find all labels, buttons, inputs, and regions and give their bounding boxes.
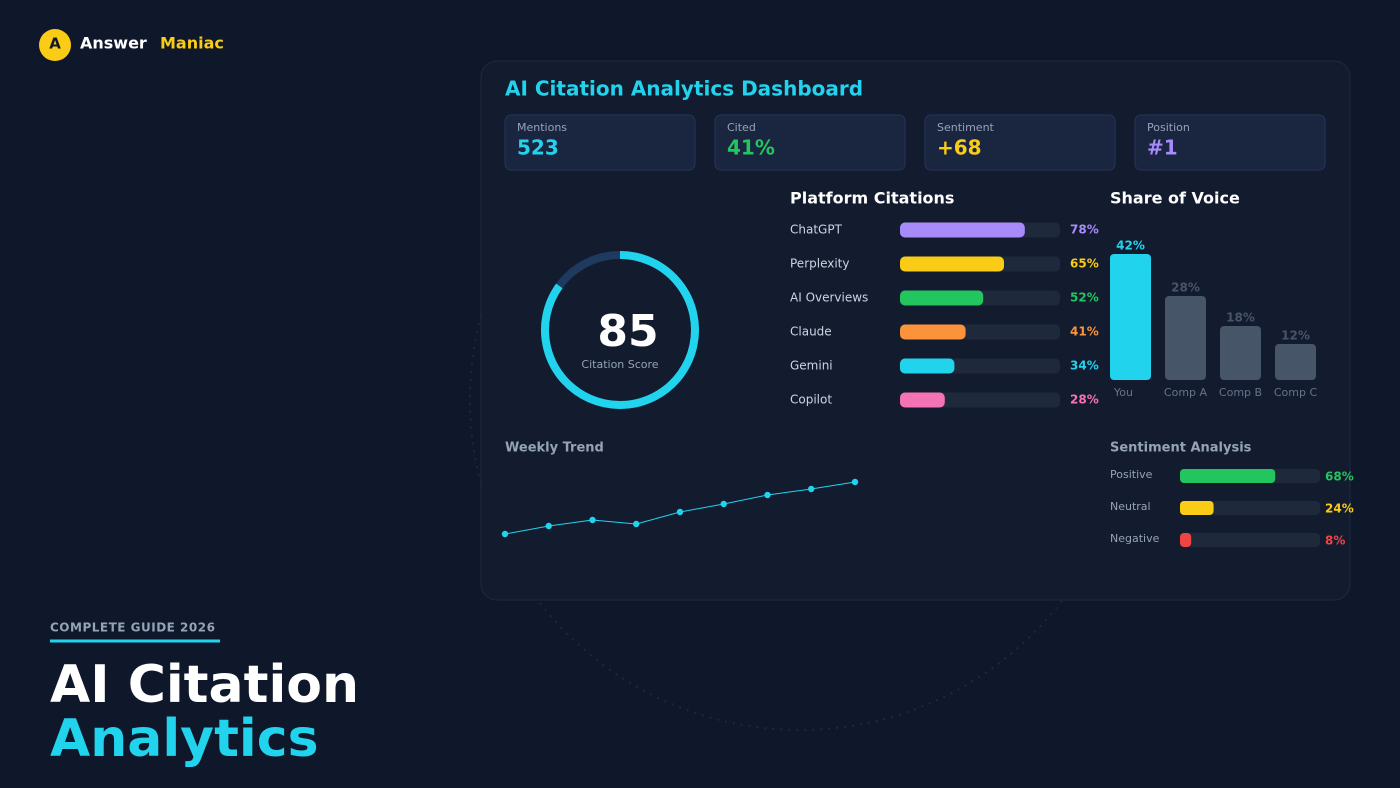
category-label: You <box>1113 386 1133 399</box>
category-label: Claude <box>790 325 832 339</box>
stat-label: Sentiment <box>937 121 995 134</box>
value-label: 28% <box>1171 281 1200 295</box>
bar <box>1220 326 1261 380</box>
bar <box>900 222 1025 238</box>
trend-point <box>633 520 640 528</box>
logo-badge <box>39 29 71 61</box>
stat-card <box>1134 114 1326 171</box>
chart-title: Platform Citations <box>790 189 954 208</box>
hero-kicker: COMPLETE GUIDE 2026 <box>50 621 215 635</box>
hero-title: AI Citation <box>50 655 359 715</box>
value-label: 68% <box>1325 470 1354 484</box>
stat-value: +68 <box>937 136 982 160</box>
trend-point <box>851 478 859 486</box>
category-label: AI Overviews <box>790 291 868 305</box>
bar <box>1275 344 1316 380</box>
value-label: 42% <box>1116 239 1145 253</box>
value-label: 12% <box>1281 329 1310 343</box>
value-label: 24% <box>1325 502 1354 516</box>
gauge-arc <box>541 251 699 409</box>
logo-letter: A <box>49 35 61 53</box>
chart-title: Sentiment Analysis <box>1110 441 1252 456</box>
value-label: 41% <box>1070 325 1099 339</box>
category-label: Copilot <box>790 393 832 407</box>
bar <box>1165 296 1206 380</box>
bar-track <box>1180 533 1320 547</box>
stat-value: 41% <box>727 136 775 160</box>
value-label: 18% <box>1226 311 1255 325</box>
category-label: Negative <box>1110 532 1160 545</box>
trend-point <box>545 522 552 530</box>
bar <box>900 290 984 306</box>
category-label: Gemini <box>790 359 833 373</box>
brand-name: Answer <box>80 34 147 53</box>
category-label: Neutral <box>1110 500 1151 513</box>
stat-card <box>504 114 696 171</box>
trend-point <box>720 500 727 508</box>
category-label: ChatGPT <box>790 223 843 237</box>
bar <box>1180 533 1192 547</box>
value-label: 28% <box>1070 393 1099 407</box>
stat-label: Mentions <box>517 121 567 134</box>
hero-title-accent: Analytics <box>50 709 319 769</box>
bar <box>1110 254 1151 380</box>
gauge-label: Citation Score <box>581 358 658 371</box>
bar <box>900 358 955 374</box>
stat-card <box>924 114 1116 171</box>
bar <box>900 392 945 408</box>
stat-label: Cited <box>727 121 756 134</box>
bar <box>900 256 1004 272</box>
trend-point <box>808 485 815 493</box>
bar-track <box>1180 501 1320 515</box>
category-label: Comp A <box>1164 386 1208 399</box>
brand-accent: Maniac <box>160 34 224 53</box>
stat-card <box>714 114 906 171</box>
stat-value: 523 <box>517 136 559 160</box>
value-label: 65% <box>1070 257 1099 271</box>
value-label: 52% <box>1070 291 1099 305</box>
value-label: 78% <box>1070 223 1099 237</box>
chart-title: Weekly Trend <box>505 441 604 456</box>
category-label: Positive <box>1110 468 1153 481</box>
value-label: 34% <box>1070 359 1099 373</box>
trend-point <box>764 491 771 499</box>
gauge-value: 85 <box>597 306 658 357</box>
chart-title: Share of Voice <box>1110 189 1240 208</box>
bar <box>900 324 966 340</box>
category-label: Comp B <box>1219 386 1262 399</box>
trend-point <box>501 530 509 538</box>
category-label: Perplexity <box>790 257 850 271</box>
stat-label: Position <box>1147 121 1190 134</box>
dashboard-title: AI Citation Analytics Dashboard <box>505 77 863 101</box>
category-label: Comp C <box>1274 386 1318 399</box>
trend-point <box>589 516 596 524</box>
value-label: 8% <box>1325 534 1345 548</box>
stat-value: #1 <box>1147 136 1178 160</box>
bar <box>1180 501 1214 515</box>
bar <box>1180 469 1276 483</box>
trend-point <box>676 508 684 516</box>
